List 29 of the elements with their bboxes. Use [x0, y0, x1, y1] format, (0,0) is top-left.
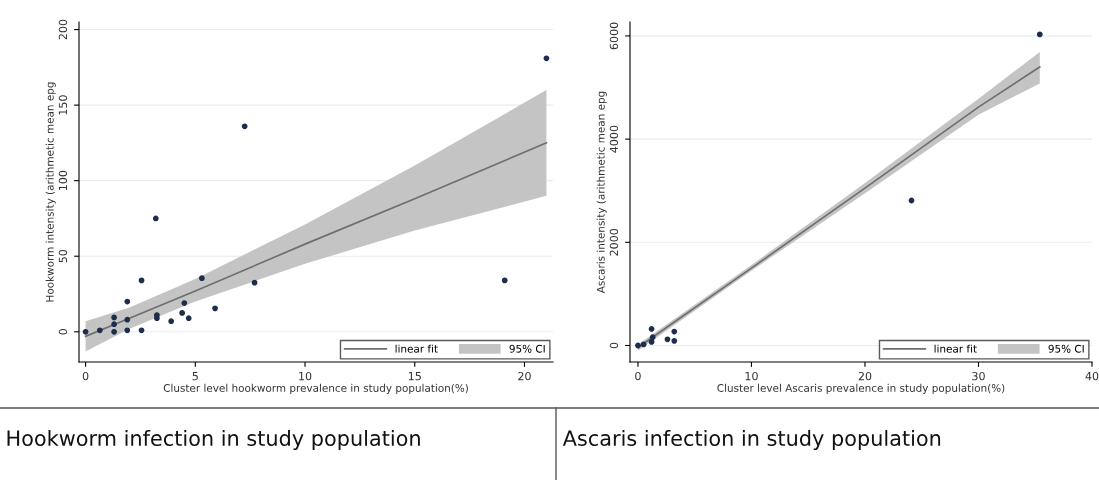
legend-label: linear fit [395, 344, 438, 353]
y-axis-title: Hookworm intensity (arithmetic mean epg [45, 82, 56, 302]
y-tick-label: 0 [609, 342, 619, 349]
x-tick-label: 0 [635, 371, 641, 381]
y-tick-label: 150 [58, 95, 68, 115]
y-tick-label: 50 [58, 249, 68, 263]
x-tick-label: 20 [858, 371, 872, 381]
y-tick-label: 100 [58, 170, 68, 191]
x-tick-label: 5 [192, 372, 198, 381]
x-axis-title: Cluster level hookworm prevalence in study population(%) [163, 383, 468, 394]
y-tick-label: 2000 [609, 228, 619, 256]
x-tick-label: 40 [1085, 371, 1099, 381]
annotation: 95% CI [509, 344, 545, 353]
y-tick-label: 6000 [609, 22, 619, 50]
y-tick-label: 0 [58, 328, 68, 335]
x-tick-label: 10 [299, 371, 312, 381]
x-tick-label: 20 [518, 371, 531, 381]
annotation: 95% CI [1048, 344, 1084, 353]
y-tick-label: 200 [58, 19, 68, 40]
text: Ascaris infection in study population [562, 429, 941, 451]
x-tick-label: 0 [82, 371, 89, 381]
y-tick-label: 4000 [609, 125, 619, 153]
x-tick-label: 10 [745, 371, 758, 381]
y-axis-title: Ascaris intensity (arithmetic mean epg [596, 91, 607, 294]
legend-label: linear fit [934, 344, 977, 353]
x-tick-label: 15 [408, 372, 421, 381]
x-axis-title: Cluster level Ascaris prevalence in study population(%) [717, 383, 1005, 394]
x-tick-label: 30 [972, 371, 985, 381]
text: Hookworm infection in study population [7, 429, 420, 451]
